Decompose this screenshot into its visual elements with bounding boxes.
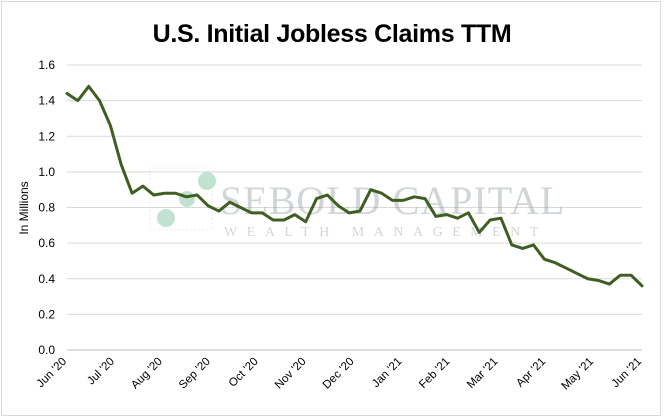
watermark: SEBOLD CAPITAL WEALTH MANAGEMENT <box>149 167 564 240</box>
x-tick-label: Sep '20 <box>177 356 213 392</box>
y-tick-label: 1.2 <box>38 129 55 143</box>
chart-title: U.S. Initial Jobless Claims TTM <box>152 20 512 48</box>
x-tick-label: Jan '21 <box>370 356 404 390</box>
x-tick-label: Apr '21 <box>514 356 548 390</box>
x-tick-label: Dec '20 <box>321 356 357 392</box>
y-axis-ticks: 0.0 0.2 0.4 0.6 0.8 1.0 1.2 1.4 1.6 <box>38 58 55 357</box>
y-tick-label: 1.4 <box>38 94 55 108</box>
y-tick-label: 0.2 <box>38 307 55 321</box>
y-tick-label: 1.0 <box>38 165 55 179</box>
x-tick-label: Aug '20 <box>129 356 165 392</box>
y-tick-label: 0.0 <box>38 343 55 357</box>
y-axis-label: In Millions <box>17 181 31 234</box>
series-line <box>65 84 644 288</box>
watermark-tagline: WEALTH MANAGEMENT <box>224 225 548 240</box>
y-tick-label: 0.4 <box>38 272 55 286</box>
x-tick-label: May '21 <box>559 356 596 393</box>
grid-lines <box>67 64 642 315</box>
watermark-logo-icon <box>149 167 216 231</box>
x-tick-label: Jun '20 <box>35 356 69 390</box>
x-tick-label: Feb '21 <box>417 356 452 391</box>
y-tick-label: 0.6 <box>38 236 55 250</box>
x-tick-label: Mar '21 <box>465 356 500 391</box>
y-tick-label: 1.6 <box>38 58 55 72</box>
y-tick-label: 0.8 <box>38 201 55 215</box>
x-tick-label: Jun '21 <box>610 356 644 390</box>
x-tick-label: Nov '20 <box>273 356 309 392</box>
x-tick-label: Jul '20 <box>85 356 117 388</box>
x-tick-label: Oct '20 <box>227 356 261 390</box>
x-axis-ticks: Jun '20 Jul '20 Aug '20 Sep '20 Oct '20 Nov '… <box>35 356 644 393</box>
